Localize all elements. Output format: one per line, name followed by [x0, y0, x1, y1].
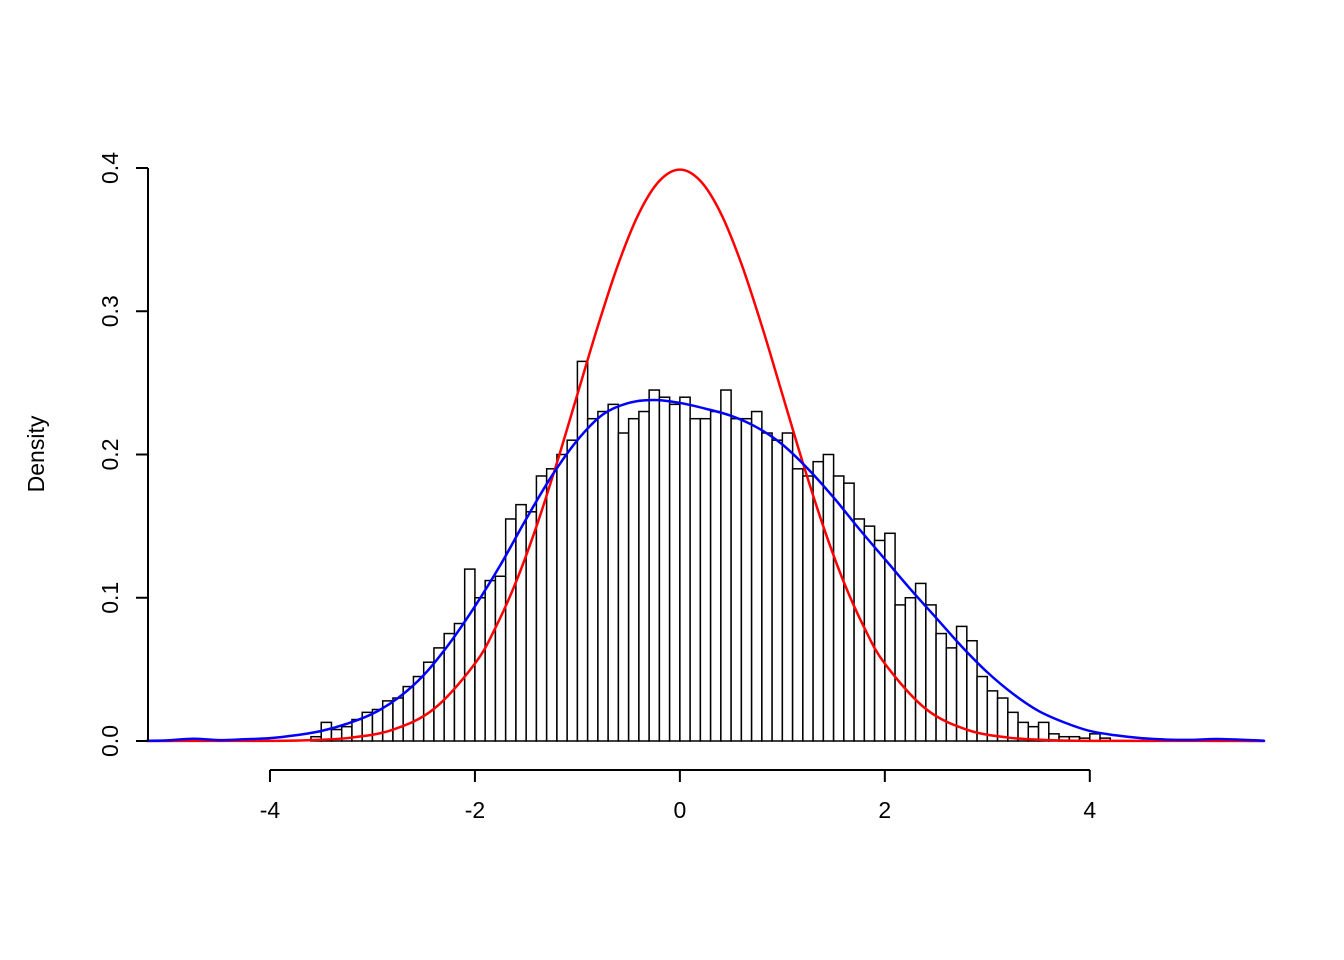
histogram-bar: [935, 632, 948, 742]
histogram-bar: [648, 389, 661, 742]
x-tick-label: 4: [1083, 797, 1096, 823]
histogram-bar: [1037, 721, 1050, 742]
x-tick-label: -2: [465, 797, 485, 823]
sample-kernel-density-curve: [145, 398, 1266, 742]
histogram-bar: [904, 597, 917, 742]
histogram-bar: [515, 503, 527, 742]
y-axis-title: Density: [23, 415, 49, 492]
y-tick-label: 0.4: [97, 152, 123, 184]
histogram-bar: [689, 417, 702, 742]
histogram-bar: [781, 432, 794, 742]
histogram-bar: [925, 604, 937, 742]
histogram-bar: [484, 579, 497, 742]
histogram-bar: [607, 403, 620, 742]
histogram-bars: [310, 360, 1112, 742]
histogram-bar: [750, 410, 763, 742]
histogram-bar: [402, 685, 415, 742]
y-axis: 0.0 0.1 0.2 0.3 0.4: [97, 152, 149, 757]
histogram-bar: [412, 675, 425, 742]
histogram-bar: [586, 417, 599, 742]
histogram-bar: [709, 410, 722, 742]
histogram-bar: [720, 389, 732, 742]
histogram-bar: [535, 475, 548, 742]
histogram-bar: [597, 410, 609, 742]
density-curves: [145, 168, 1266, 743]
histogram-bar: [894, 604, 907, 742]
standard-normal-density-curve: [145, 168, 1266, 743]
histogram-bar: [771, 439, 784, 742]
histogram-bar: [791, 468, 804, 742]
y-tick-label: 0.1: [97, 582, 123, 614]
histogram-bar: [556, 453, 568, 742]
histogram-bar: [740, 417, 753, 742]
x-tick-label: 0: [673, 797, 686, 823]
histogram-bar: [668, 403, 681, 742]
histogram-bar: [638, 410, 650, 742]
histogram-bar: [494, 575, 507, 742]
histogram-bar: [914, 582, 927, 742]
histogram-bar: [853, 518, 866, 742]
histogram-bar: [525, 511, 538, 742]
histogram-bar: [699, 417, 712, 742]
histogram-bar: [566, 439, 579, 742]
histogram-bar: [627, 417, 640, 742]
histogram-bar: [730, 417, 743, 742]
histogram-bar: [802, 475, 814, 742]
histogram-bar: [996, 697, 1009, 742]
histogram-bar: [617, 432, 630, 742]
histogram-bar: [986, 690, 999, 742]
histogram-bar: [679, 396, 691, 742]
x-axis: -4 -2 0 2 4: [260, 769, 1096, 823]
histogram-bar: [832, 475, 845, 742]
x-tick-label: 2: [878, 797, 891, 823]
histogram-bar: [945, 647, 958, 742]
histogram-bar: [873, 539, 886, 742]
y-tick-label: 0.3: [97, 295, 123, 327]
histogram-bar: [463, 568, 476, 742]
histogram-bar: [976, 675, 989, 742]
histogram-bar: [761, 432, 773, 742]
y-tick-label: 0.2: [97, 439, 123, 471]
histogram-bar: [392, 697, 404, 742]
histogram-bar: [545, 468, 558, 742]
histogram-bar: [576, 360, 589, 742]
histogram-bar: [658, 396, 671, 742]
histogram-bar: [474, 597, 486, 742]
x-tick-label: -4: [260, 797, 281, 823]
y-tick-label: 0.0: [97, 725, 123, 757]
